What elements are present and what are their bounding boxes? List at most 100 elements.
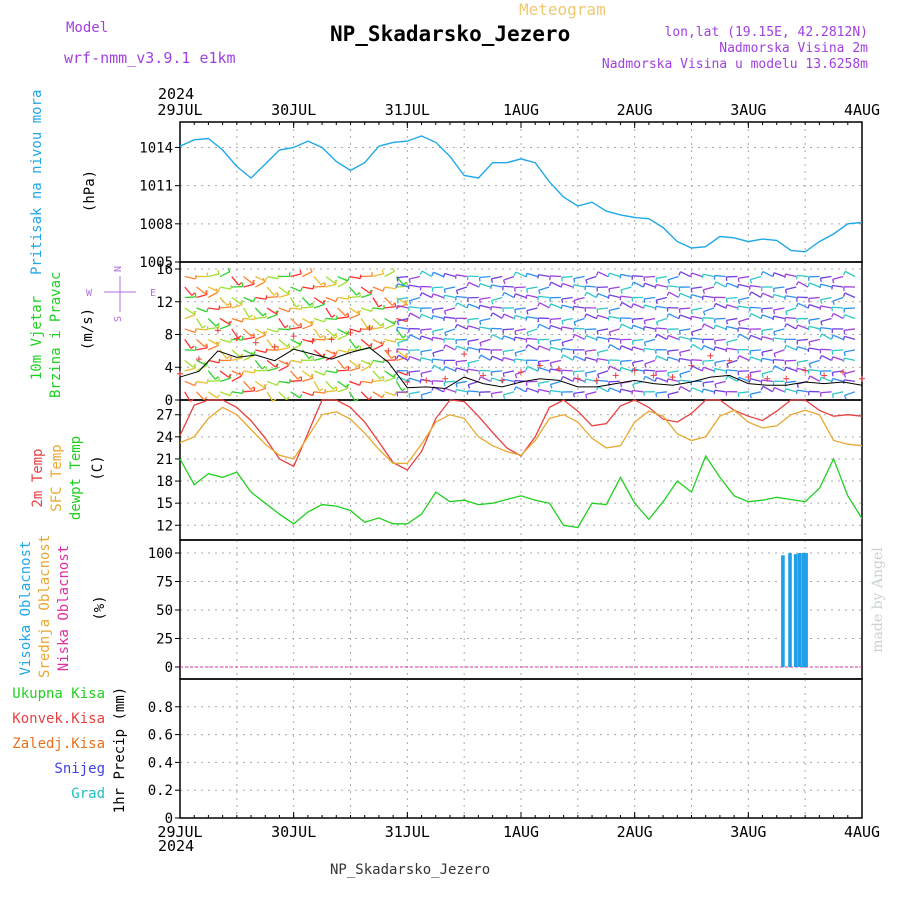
wind-barb (255, 349, 267, 354)
wind-barb (325, 328, 335, 337)
wind-barb (290, 359, 302, 364)
wind-barb-flag (286, 343, 291, 348)
wind-barb (644, 296, 656, 300)
wind-barb (808, 325, 820, 330)
wind-barb (808, 359, 820, 365)
wind-barb (785, 344, 797, 351)
wind-barb (714, 274, 726, 278)
wind-barb-flag (537, 383, 540, 388)
wind-barb-flag (655, 393, 658, 398)
wind-barb (348, 359, 359, 368)
wind-barb (573, 370, 585, 373)
wind-barb (302, 338, 314, 343)
wind-barb (184, 391, 191, 402)
wind-barb (679, 328, 691, 332)
wind-barb-flag (608, 310, 611, 315)
wind-barb (762, 314, 773, 320)
wind-barb-flag (795, 324, 799, 329)
wind-barb-flag (514, 330, 517, 336)
wind-barb (702, 317, 714, 320)
y-tick-label: 4 (165, 360, 173, 376)
wind-barb-flag (773, 331, 776, 336)
wind-barb-flag (229, 391, 233, 396)
wind-barb-flag (250, 386, 255, 390)
wind-barb-flag (596, 352, 600, 357)
wind-barb-flag (772, 387, 775, 392)
wind-barb-flag (229, 338, 233, 343)
wind-barb (703, 323, 715, 330)
wind-barb-flag (772, 288, 775, 293)
wind-barb-flag (287, 289, 291, 294)
wind-barb-flag (842, 271, 846, 276)
wind-barb (561, 317, 573, 322)
wind-barb (361, 380, 373, 384)
wind-barb-flag (419, 270, 423, 275)
wind-barb (538, 295, 550, 299)
wind-barb (515, 293, 526, 299)
wind-barb-flag (572, 355, 576, 361)
wind-barb (691, 365, 703, 372)
y-tick-label: 16 (156, 262, 173, 278)
wind-barb (750, 275, 762, 281)
high-cloud-bar (788, 553, 792, 667)
wind-barb (278, 307, 290, 313)
wind-barb (644, 338, 656, 343)
wind-barb-flag (431, 293, 434, 298)
x-tick-label-bottom: 4AUG (844, 823, 880, 841)
wind-barb-flag (654, 377, 658, 382)
wind-barb (739, 333, 750, 340)
wind-barb (432, 286, 444, 289)
y-tick-label: 25 (156, 632, 173, 648)
wind-barb (254, 307, 264, 317)
wind-barb (384, 370, 395, 378)
wind-barb (313, 296, 324, 305)
wind-barb-flag (347, 348, 350, 353)
wind-barb (302, 391, 313, 397)
wind-barb-flag (491, 300, 494, 305)
wind-barb-flag (608, 288, 611, 293)
wind-barb (668, 334, 679, 341)
wind-barb-flag (560, 376, 564, 381)
wind-barb-flag (215, 322, 220, 327)
wind-barb-flag (502, 394, 506, 399)
wind-barb-flag (347, 277, 350, 282)
wind-barb (207, 344, 219, 351)
wind-barb (503, 335, 515, 341)
wind-barb-flag (467, 362, 470, 368)
wind-barb (266, 286, 275, 296)
wind-barb-flag (431, 315, 434, 320)
wind-barb-flag (561, 342, 565, 347)
year-bottom: 2024 (158, 837, 195, 855)
wind-barb-flag (408, 278, 411, 284)
wind-barb-flag (396, 277, 399, 282)
wind-barb (302, 270, 313, 278)
wind-barb-flag (407, 312, 411, 317)
wind-barb (679, 314, 691, 320)
wind-barb-flag (277, 274, 280, 279)
wind-barb (384, 305, 396, 309)
wind-barb-flag (261, 365, 266, 370)
wind-barb-flag (666, 291, 670, 297)
wind-barb (644, 282, 656, 288)
wind-barb (726, 359, 738, 365)
wind-barb-flag (596, 374, 600, 379)
wind-barb-flag (737, 278, 740, 283)
x-tick-label-bottom: 3AUG (730, 823, 766, 841)
compass-e: E (150, 288, 156, 299)
wind-barb-flag (241, 371, 244, 376)
wind-barb (421, 313, 432, 320)
wind-barb (761, 307, 773, 310)
wind-barb (808, 317, 820, 321)
wind-barb (468, 303, 479, 309)
wind-barb (562, 338, 573, 344)
wind-barb (561, 296, 573, 300)
legend-snow: Snijeg (54, 761, 105, 777)
wind-barb (313, 328, 321, 339)
wind-barb-flag (526, 332, 529, 337)
wind-barb (773, 272, 785, 278)
wind-barb (796, 274, 809, 278)
wind-barb (773, 328, 785, 333)
wind-barb-flag (678, 330, 681, 335)
wind-barb-flag (514, 352, 517, 357)
panel-frame (179, 539, 863, 680)
